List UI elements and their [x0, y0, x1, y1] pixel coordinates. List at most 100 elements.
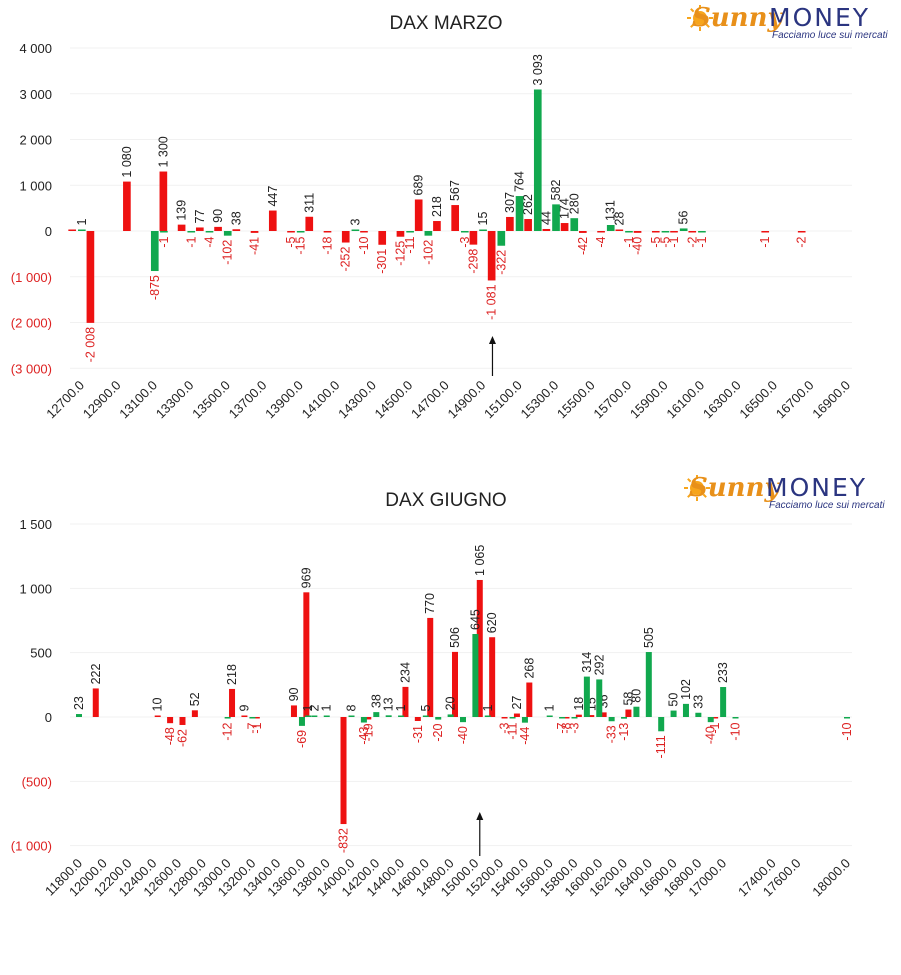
- x-tick-label: 15300.0: [517, 378, 561, 422]
- call-data-label: 90: [211, 209, 225, 223]
- price-arrow-icon: [488, 336, 496, 344]
- call-bar: [579, 231, 587, 233]
- y-tick-label: 1 000: [19, 178, 52, 193]
- chart-2: 1 500 1 000 500 0 (500) (1 000) DAX GIUGNO 222 1…: [11, 490, 854, 899]
- put-data-label: 3 093: [531, 54, 545, 85]
- put-bar: [621, 717, 628, 719]
- x-tick-label: 12900.0: [80, 378, 124, 422]
- put-data-label: 80: [629, 689, 643, 703]
- call-bar: [469, 231, 478, 245]
- put-bar: [296, 231, 305, 233]
- put-bar: [373, 712, 380, 717]
- call-data-label: -298: [466, 249, 480, 274]
- call-bar: [761, 231, 770, 233]
- put-data-label: -44: [518, 727, 532, 745]
- call-data-label: -301: [375, 249, 389, 274]
- put-data-label: -1: [695, 236, 709, 247]
- put-bar: [424, 231, 433, 236]
- call-bar: [287, 231, 295, 233]
- y-tick-label: 1 500: [19, 517, 52, 532]
- put-data-label: 505: [642, 627, 656, 648]
- call-bar: [123, 181, 131, 231]
- call-bar: [597, 231, 605, 233]
- chart-title: DAX GIUGNO: [385, 490, 506, 511]
- x-tick-label: 16700.0: [773, 378, 817, 422]
- put-bar: [559, 717, 566, 719]
- x-tick-label: 14500.0: [372, 378, 416, 422]
- put-bar: [435, 717, 442, 720]
- call-bar: [452, 651, 458, 717]
- call-data-label: 567: [448, 180, 462, 201]
- y-tick-label: 0: [45, 710, 52, 725]
- put-data-label: 131: [604, 200, 618, 221]
- put-bar: [695, 712, 702, 717]
- put-data-label: 5: [419, 705, 433, 712]
- put-data-label: 20: [444, 696, 458, 710]
- y-tick-label: 0: [45, 224, 52, 239]
- put-bar: [583, 676, 590, 717]
- put-bar: [150, 231, 159, 272]
- call-data-label: 770: [423, 593, 437, 614]
- put-bar: [570, 218, 579, 231]
- put-bar: [670, 710, 677, 717]
- put-bar: [348, 715, 355, 717]
- call-bar: [303, 592, 310, 717]
- call-data-label: 27: [510, 696, 524, 710]
- put-data-label: -11: [506, 722, 520, 739]
- put-bar: [509, 717, 516, 719]
- call-data-label: -1: [250, 722, 264, 733]
- call-bar: [615, 229, 624, 231]
- chart-1: 4 000 3 000 2 000 1 000 0 (1 000) (2 000) (3 00…: [11, 13, 853, 421]
- put-data-label: -1: [157, 236, 171, 247]
- call-bar: [476, 579, 483, 717]
- call-data-label: -3: [498, 722, 512, 733]
- put-bar: [682, 703, 689, 717]
- call-data-label: 689: [412, 175, 426, 196]
- put-data-label: -3: [567, 722, 581, 733]
- put-bar: [422, 715, 429, 717]
- x-tick-label: 15900.0: [627, 378, 671, 422]
- call-bar: [542, 228, 551, 231]
- put-bar: [224, 717, 231, 719]
- call-data-label: 139: [175, 200, 189, 221]
- put-data-label: -11: [403, 236, 417, 253]
- call-bar: [651, 231, 660, 233]
- put-bar: [323, 715, 330, 717]
- put-data-label: -102: [421, 240, 435, 265]
- put-bar: [571, 717, 578, 719]
- call-bar: [797, 231, 806, 233]
- call-data-label: 90: [287, 687, 301, 701]
- call-data-label: 9: [237, 705, 251, 712]
- put-data-label: 1: [301, 705, 315, 712]
- put-data-label: 8: [345, 705, 359, 712]
- put-bar: [479, 229, 487, 231]
- call-data-label: -62: [175, 729, 189, 747]
- call-data-label: 1 065: [473, 545, 487, 576]
- put-data-label: 582: [549, 179, 563, 200]
- x-tick-label: 15700.0: [590, 378, 634, 422]
- x-tick-label: 16100.0: [663, 378, 707, 422]
- call-bar: [396, 231, 405, 237]
- x-tick-label: 15500.0: [554, 378, 598, 422]
- x-tick-label: 12700.0: [43, 378, 87, 422]
- x-tick-label: 18000.0: [809, 856, 853, 900]
- logo-tagline: Facciamo luce sui mercati: [772, 30, 888, 41]
- put-bar: [679, 228, 688, 231]
- call-bar: [506, 216, 514, 231]
- call-bar: [378, 231, 387, 245]
- call-bar: [167, 717, 174, 724]
- call-data-label: 969: [299, 567, 313, 588]
- call-bar: [196, 227, 204, 231]
- call-data-label: 18: [572, 697, 586, 711]
- put-data-label: 38: [369, 694, 383, 708]
- x-tick-label: 14900.0: [445, 378, 489, 422]
- put-bar: [223, 231, 232, 236]
- call-data-label: 10: [151, 698, 165, 712]
- call-bar: [179, 717, 186, 725]
- call-bar: [340, 717, 347, 825]
- call-bar: [68, 229, 76, 231]
- x-tick-label: 14100.0: [299, 378, 343, 422]
- call-bar: [414, 717, 421, 721]
